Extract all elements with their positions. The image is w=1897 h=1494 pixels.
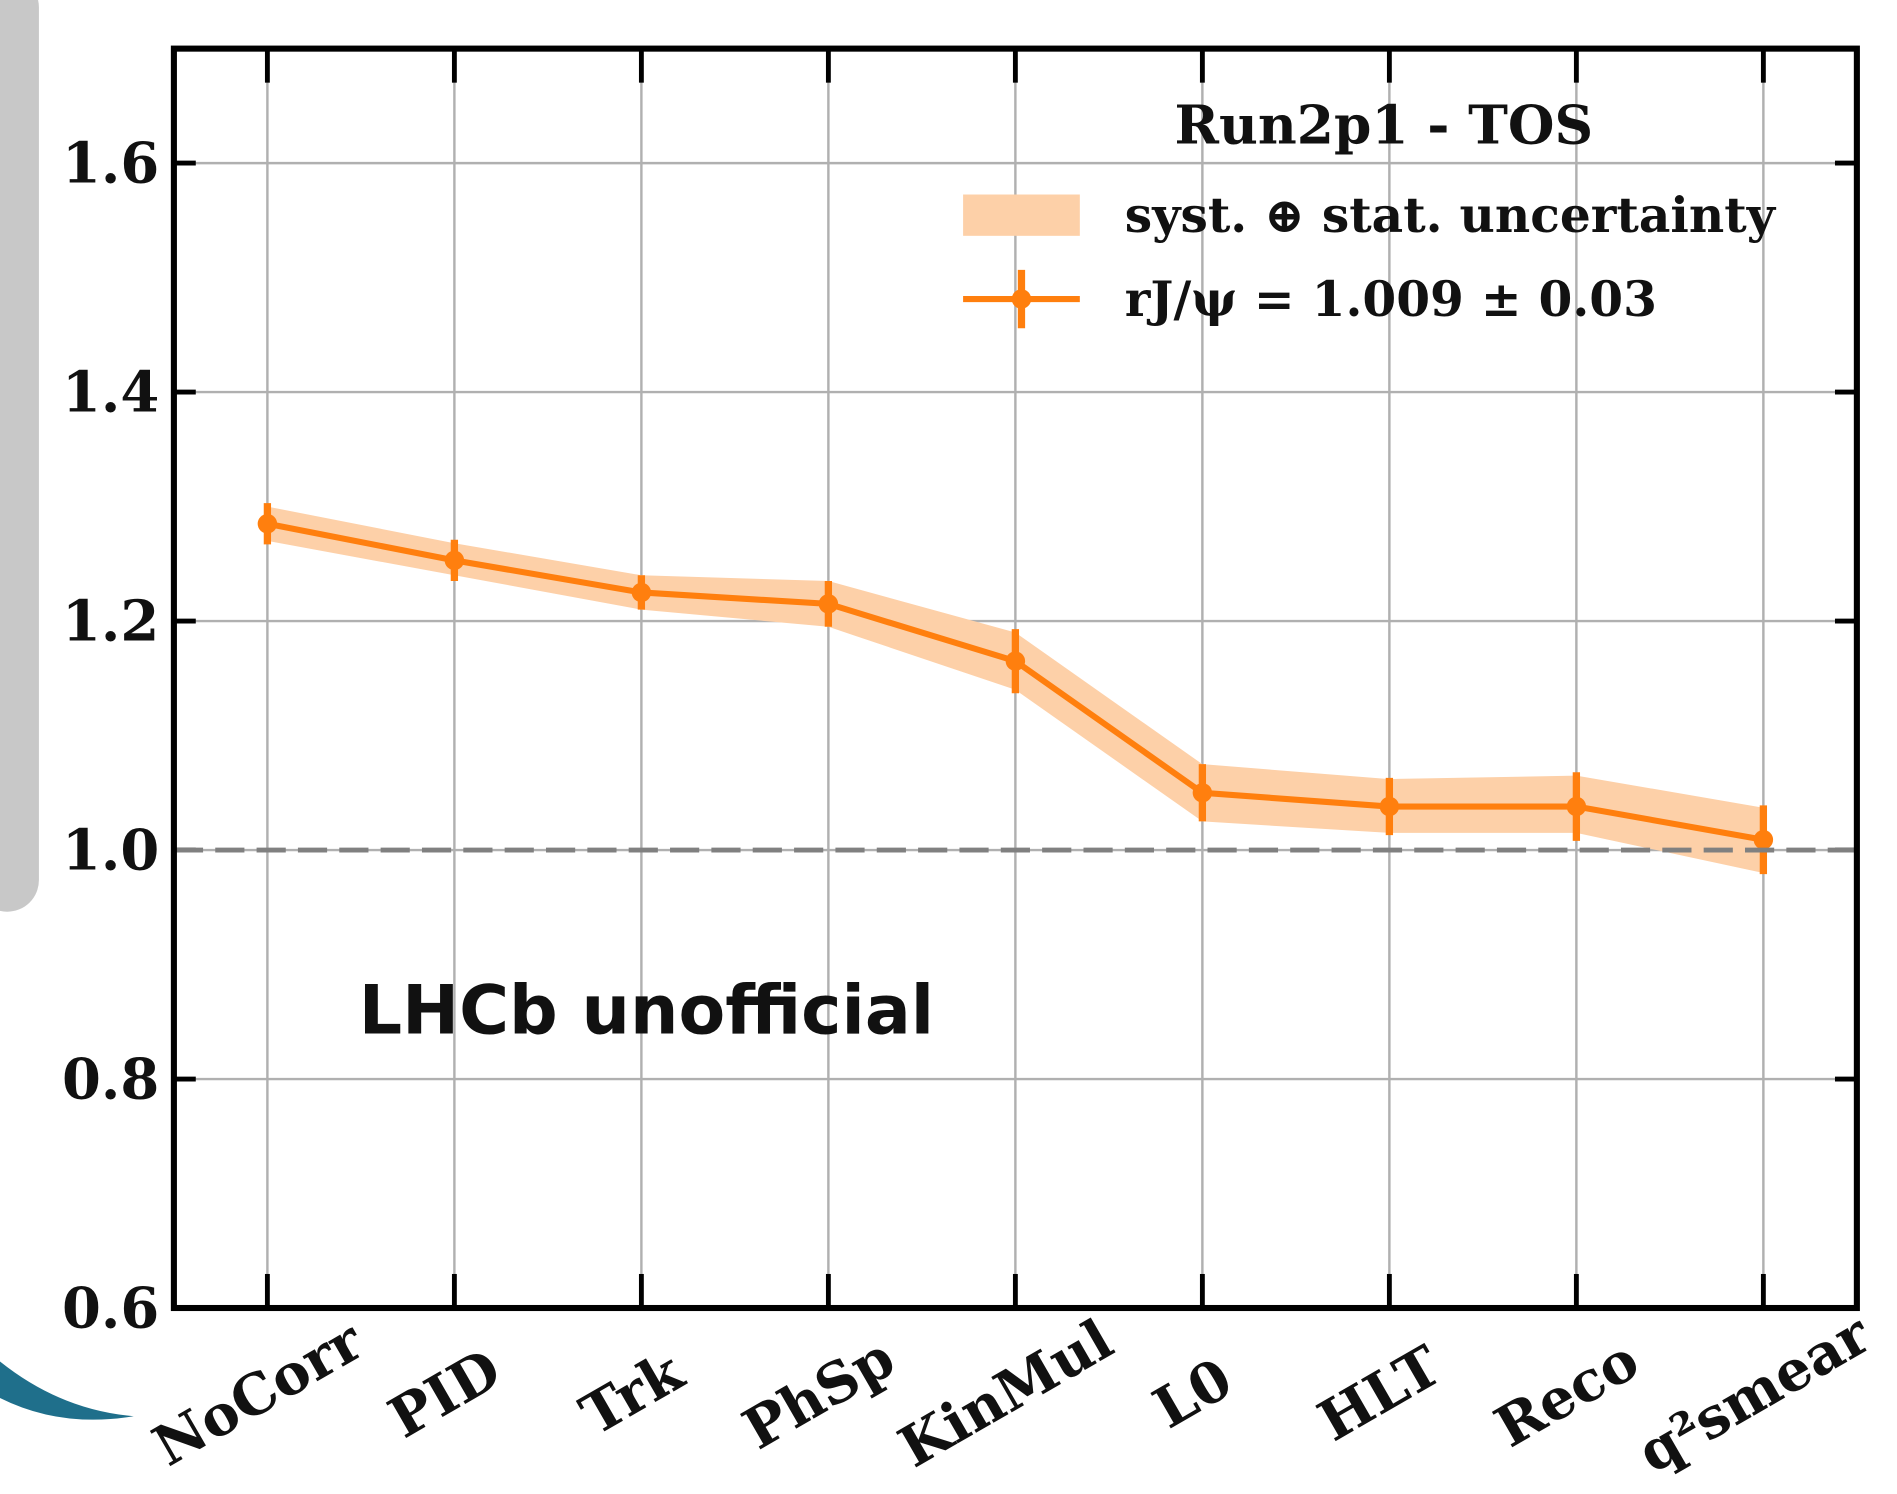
- side-panel: [0, 0, 39, 912]
- x-tick-label: Reco: [1484, 1327, 1650, 1461]
- x-tick-label: NoCorr: [142, 1307, 375, 1479]
- y-tick-label: 1.0: [62, 818, 159, 884]
- y-tick-label: 1.6: [62, 131, 159, 197]
- x-tick-label: PhSp: [732, 1325, 905, 1463]
- x-tick-label: KinMul: [888, 1307, 1124, 1481]
- y-tick-label: 1.2: [62, 589, 159, 655]
- point: [1566, 796, 1587, 817]
- x-tick-label: Trk: [570, 1338, 696, 1449]
- legend-label: syst. ⊕ stat. uncertainty: [1125, 187, 1777, 244]
- point: [257, 514, 278, 534]
- y-tick-label: 0.8: [62, 1046, 159, 1112]
- plot-frame: [170, 45, 1860, 1312]
- x-tick-label: HLT: [1307, 1333, 1452, 1455]
- point: [1005, 651, 1026, 671]
- x-tick-label: PID: [378, 1336, 512, 1451]
- legend-label: rJ/ψ = 1.009 ± 0.03: [1125, 271, 1657, 328]
- x-tick-label: q²smear: [1627, 1300, 1883, 1486]
- y-tick-label: 1.4: [62, 360, 159, 426]
- point: [631, 582, 652, 603]
- y-tick-label: 0.6: [62, 1275, 159, 1341]
- annotation: LHCb unofficial: [359, 971, 934, 1050]
- point: [444, 550, 465, 571]
- point: [1753, 830, 1774, 850]
- x-tick-label: L0: [1142, 1346, 1243, 1442]
- legend-swatch: [963, 194, 1080, 236]
- legend-title: Run2p1 - TOS: [1175, 93, 1594, 156]
- point: [818, 594, 839, 614]
- legend-swatch: [1011, 289, 1032, 309]
- point: [1379, 796, 1400, 817]
- decoration: [0, 1361, 134, 1420]
- point: [1192, 783, 1213, 803]
